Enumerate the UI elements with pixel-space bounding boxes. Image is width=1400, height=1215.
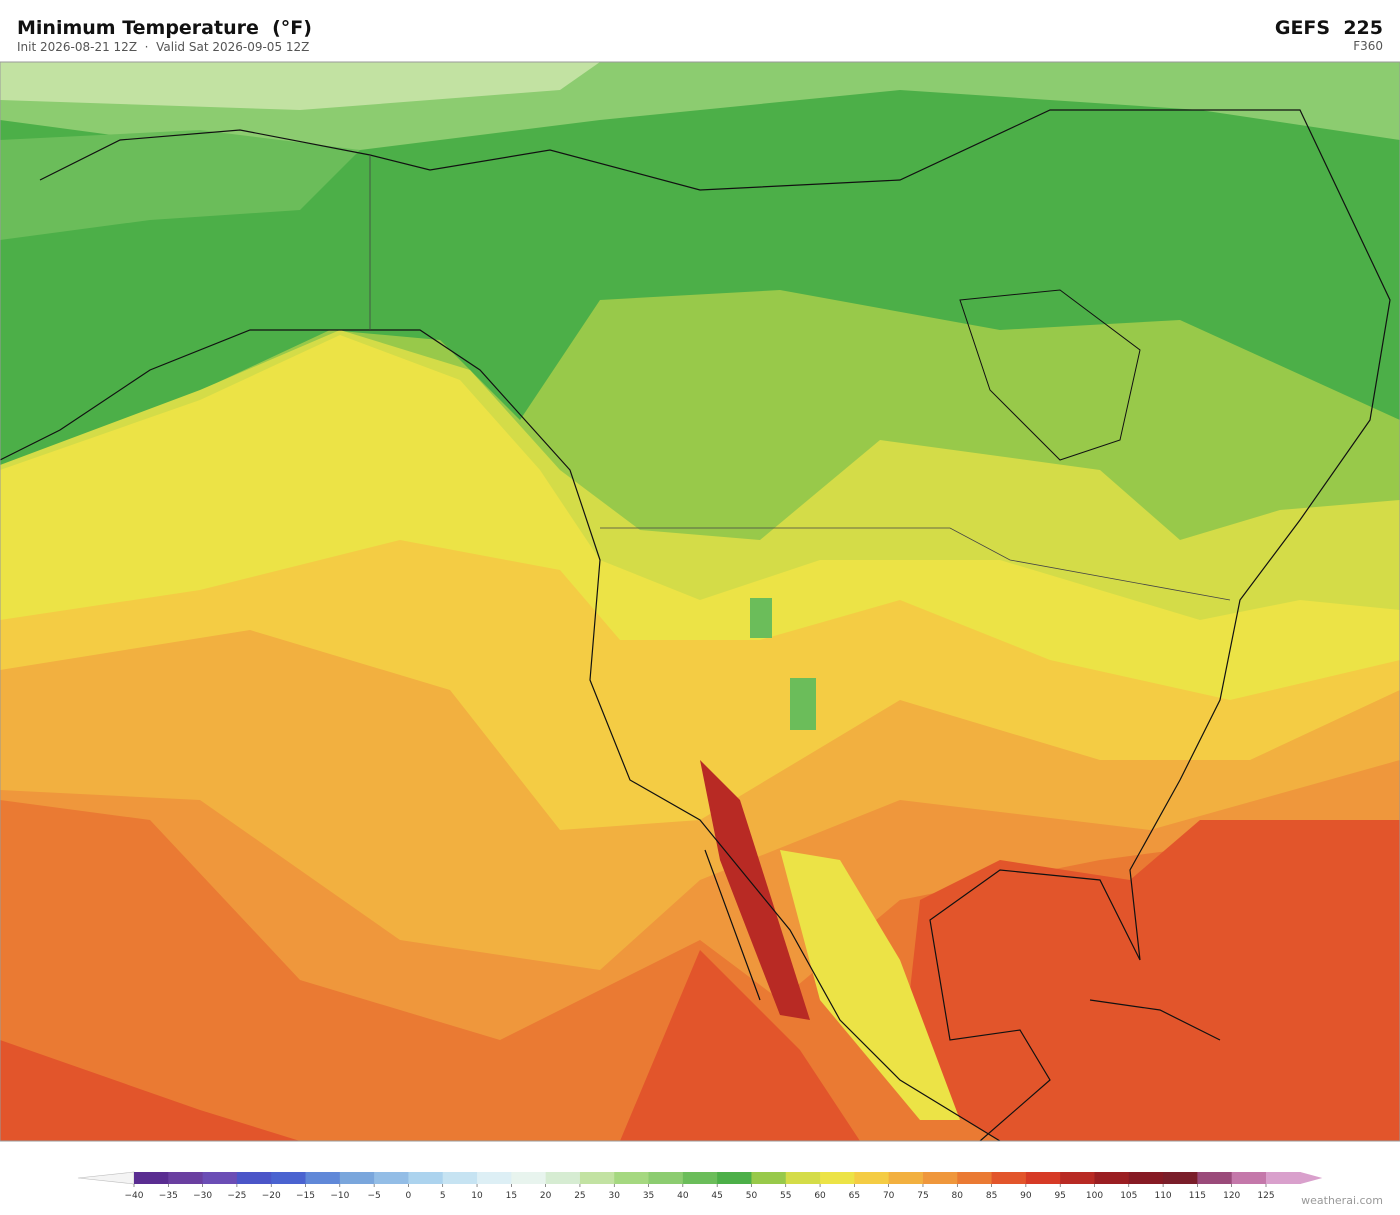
colorbar: −40 −35 −30 −25 −20 −15 −10 −5 0 5 10 15 20 25 30 35 40 4…: [77, 1171, 1323, 1201]
colorbar-swatch: [888, 1172, 924, 1184]
map: [0, 61, 1400, 1142]
colorbar-swatch: [614, 1172, 650, 1184]
colorbar-tick-label: 55: [780, 1191, 791, 1201]
colorbar-swatch: [168, 1172, 204, 1184]
colorbar-tick-label: −15: [296, 1191, 315, 1201]
colorbar-extend-low: [77, 1171, 135, 1185]
title: Minimum Temperature (°F): [17, 17, 312, 39]
colorbar-tick-label: −10: [330, 1191, 349, 1201]
colorbar-swatch: [545, 1172, 581, 1184]
colorbar-tick-label: 95: [1054, 1191, 1065, 1201]
colorbar-swatch: [785, 1172, 821, 1184]
colorbar-swatch: [1128, 1172, 1164, 1184]
colorbar-swatch: [442, 1172, 478, 1184]
colorbar-swatch: [820, 1172, 855, 1184]
colorbar-swatch: [339, 1172, 375, 1184]
colorbar-tick-label: 85: [986, 1191, 997, 1201]
colorbar-tick-label: 40: [677, 1191, 689, 1201]
colorbar-swatch: [1163, 1172, 1198, 1184]
colorbar-swatch: [922, 1172, 958, 1184]
colorbar-tick-label: 50: [746, 1191, 758, 1201]
colorbar-swatch: [991, 1172, 1027, 1184]
colorbar-tick-label: 90: [1020, 1191, 1032, 1201]
colorbar-swatch: [305, 1172, 341, 1184]
colorbar-tick-label: 115: [1189, 1191, 1206, 1201]
colorbar-swatch: [854, 1172, 890, 1184]
colorbar-swatch: [648, 1172, 684, 1184]
colorbar-extend-high: [1300, 1172, 1323, 1184]
colorbar-tick-label: 30: [609, 1191, 621, 1201]
model: GEFS 225: [1275, 17, 1383, 39]
colorbar-swatch: [1197, 1172, 1233, 1184]
colorbar-tick-label: 100: [1086, 1191, 1103, 1201]
colorbar-tick-label: 120: [1223, 1191, 1240, 1201]
colorbar-tick-label: −25: [227, 1191, 246, 1201]
colorbar-tick-label: 80: [952, 1191, 964, 1201]
colorbar-swatch: [202, 1172, 238, 1184]
colorbar-tick-label: 60: [814, 1191, 826, 1201]
colorbar-tick-label: 105: [1120, 1191, 1137, 1201]
colorbar-tick-label: 15: [506, 1191, 517, 1201]
colorbar-swatch: [682, 1172, 718, 1184]
colorbar-swatch: [717, 1172, 752, 1184]
colorbar-swatch: [579, 1172, 615, 1184]
colorbar-tick-label: 35: [643, 1191, 654, 1201]
colorbar-swatch: [236, 1172, 272, 1184]
colorbar-swatch: [1266, 1172, 1301, 1184]
colorbar-tick-label: −30: [193, 1191, 212, 1201]
colorbar-tick-label: −20: [262, 1191, 281, 1201]
colorbar-tick-label: 10: [471, 1191, 483, 1201]
colorbar-tick-label: −5: [367, 1191, 380, 1201]
colorbar-swatch: [1094, 1172, 1130, 1184]
colorbar-swatch: [1060, 1172, 1095, 1184]
colorbar-swatch: [957, 1172, 993, 1184]
colorbar-swatch: [751, 1172, 787, 1184]
colorbar-tick-label: −40: [125, 1191, 144, 1201]
forecast-hour: F360: [1353, 39, 1383, 53]
colorbar-tick-label: 0: [406, 1191, 412, 1201]
colorbar-tick-label: 125: [1257, 1191, 1274, 1201]
colorbar-swatch: [374, 1172, 409, 1184]
colorbar-tick-label: 20: [540, 1191, 552, 1201]
colorbar-tick-label: 5: [440, 1191, 446, 1201]
colorbar-swatch: [408, 1172, 444, 1184]
colorbar-swatch: [271, 1172, 307, 1184]
colorbar-swatch: [477, 1172, 512, 1184]
colorbar-tick-label: 65: [849, 1191, 860, 1201]
colorbar-tick-label: 45: [711, 1191, 722, 1201]
colorbar-tick-label: 75: [917, 1191, 928, 1201]
colorbar-tick-label: 110: [1154, 1191, 1171, 1201]
colorbar-tick-label: 70: [883, 1191, 895, 1201]
subtitle: Init 2026-08-21 12Z · Valid Sat 2026-09-…: [17, 40, 309, 54]
colorbar-swatch: [1025, 1172, 1061, 1184]
colorbar-tick-label: 25: [574, 1191, 585, 1201]
credit: weatherai.com: [1301, 1194, 1383, 1207]
colorbar-swatch: [134, 1172, 169, 1184]
colorbar-swatch: [511, 1172, 547, 1184]
colorbar-swatch: [1231, 1172, 1267, 1184]
colorbar-tick-label: −35: [159, 1191, 178, 1201]
